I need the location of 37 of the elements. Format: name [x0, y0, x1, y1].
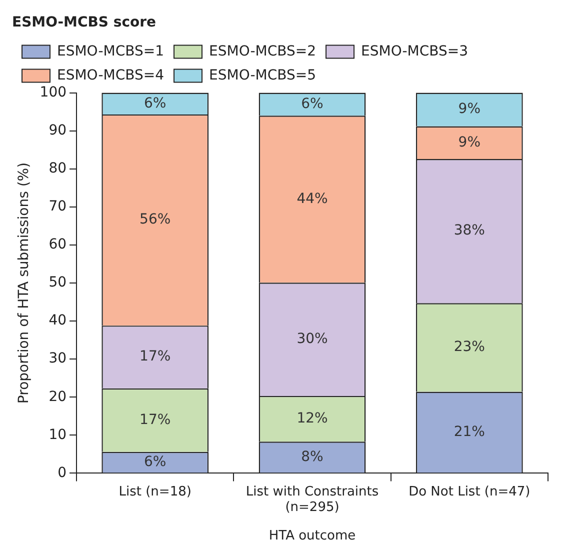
y-tick-label: 50 [48, 274, 67, 291]
y-tick-label: 70 [48, 198, 67, 215]
y-axis-title: Proportion of HTA submissions (%) [16, 162, 32, 404]
data-label: 6% [144, 454, 166, 470]
y-tick-label: 90 [48, 122, 67, 138]
data-label: 21% [454, 424, 485, 440]
x-tick-label: List with Constraints (n=295) [246, 484, 379, 515]
y-tick-label: 60 [48, 236, 67, 253]
y-tick-label: 20 [48, 388, 67, 405]
data-label: 56% [140, 212, 171, 228]
data-label: 9% [458, 101, 481, 118]
legend-label: ESMO-MCBS=1 [57, 43, 164, 60]
y-tick-label: 40 [48, 312, 67, 329]
legend-label: ESMO-MCBS=5 [209, 67, 316, 84]
x-tick-label: Do Not List (n=47) [408, 484, 530, 500]
legend-title: ESMO-MCBS score [12, 14, 156, 31]
y-tick-label: 0 [58, 464, 67, 481]
data-label: 17% [140, 348, 171, 365]
y-tick-label: 10 [48, 426, 67, 443]
data-label: 8% [301, 448, 324, 465]
data-label: 6% [301, 96, 324, 112]
data-label: 17% [140, 412, 171, 428]
data-label: 12% [296, 410, 328, 426]
legend-label: ESMO-MCBS=3 [361, 43, 468, 60]
x-axis-title: HTA outcome [268, 528, 356, 544]
data-label: 23% [454, 339, 485, 356]
y-tick-label: 80 [48, 160, 67, 177]
legend-label: ESMO-MCBS=2 [209, 43, 316, 60]
y-tick-label: 30 [48, 350, 67, 367]
data-label: 6% [144, 95, 166, 112]
data-label: 38% [454, 222, 485, 239]
data-label: 30% [296, 330, 328, 347]
data-label: 44% [296, 190, 328, 207]
data-label: 9% [458, 134, 481, 150]
y-tick-label: 100 [40, 84, 67, 100]
x-tick-label: List (n=18) [118, 484, 192, 500]
legend-label: ESMO-MCBS=4 [57, 67, 164, 84]
